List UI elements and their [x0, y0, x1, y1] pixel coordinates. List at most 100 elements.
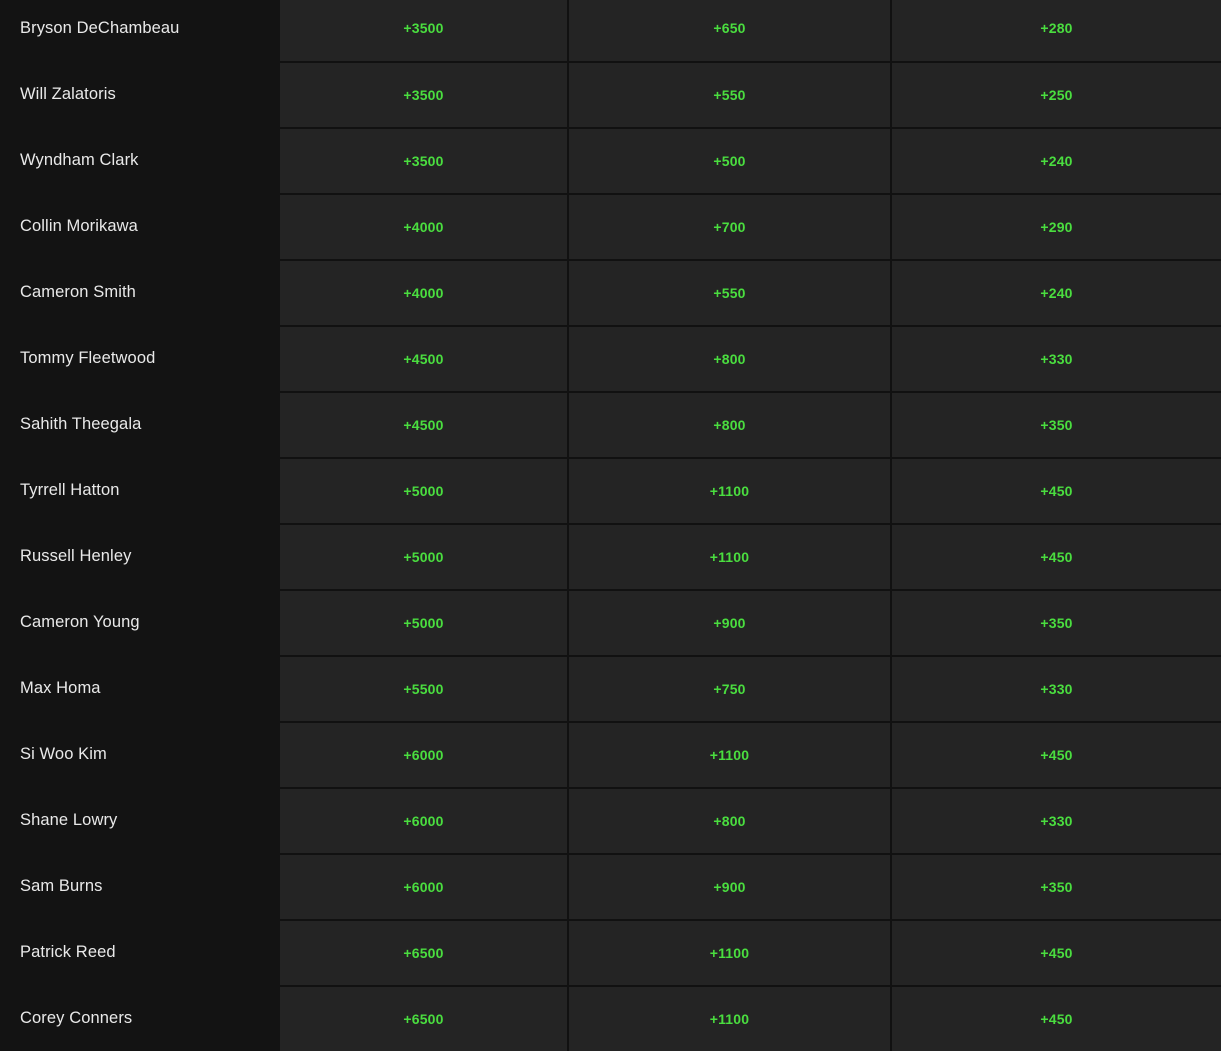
odds-value: +240 [1040, 153, 1073, 169]
odds-cell-2[interactable]: +1100 [567, 721, 890, 787]
odds-value: +280 [1040, 20, 1073, 36]
odds-cell-1[interactable]: +6000 [280, 721, 567, 787]
player-name-label: Cameron Young [20, 612, 140, 631]
odds-value: +330 [1040, 351, 1073, 367]
odds-cell-2[interactable]: +900 [567, 853, 890, 919]
odds-value: +350 [1040, 879, 1073, 895]
odds-cell-2[interactable]: +800 [567, 787, 890, 853]
odds-cell-2[interactable]: +900 [567, 589, 890, 655]
odds-value: +800 [713, 417, 746, 433]
odds-value: +5500 [403, 681, 444, 697]
player-name-label: Will Zalatoris [20, 84, 116, 103]
odds-value: +450 [1040, 1011, 1073, 1027]
odds-cell-2[interactable]: +1100 [567, 457, 890, 523]
odds-value: +6500 [403, 1011, 444, 1027]
player-name-cell: Bryson DeChambeau [0, 0, 280, 61]
odds-cell-2[interactable]: +650 [567, 0, 890, 61]
odds-value: +550 [713, 87, 746, 103]
odds-value: +6500 [403, 945, 444, 961]
player-name-label: Russell Henley [20, 546, 132, 565]
odds-cell-3[interactable]: +350 [890, 589, 1221, 655]
odds-cell-3[interactable]: +450 [890, 985, 1221, 1051]
player-name-cell: Shane Lowry [0, 787, 280, 853]
odds-cell-3[interactable]: +450 [890, 721, 1221, 787]
odds-cell-3[interactable]: +280 [890, 0, 1221, 61]
odds-value: +5000 [403, 549, 444, 565]
player-name-cell: Patrick Reed [0, 919, 280, 985]
odds-value: +450 [1040, 483, 1073, 499]
odds-value: +290 [1040, 219, 1073, 235]
odds-cell-1[interactable]: +5000 [280, 589, 567, 655]
player-name-label: Si Woo Kim [20, 744, 107, 763]
player-name-label: Sam Burns [20, 876, 103, 895]
odds-value: +4500 [403, 351, 444, 367]
odds-cell-3[interactable]: +330 [890, 655, 1221, 721]
player-name-cell: Cameron Smith [0, 259, 280, 325]
odds-cell-1[interactable]: +5000 [280, 457, 567, 523]
player-name-cell: Tommy Fleetwood [0, 325, 280, 391]
odds-value: +350 [1040, 417, 1073, 433]
odds-cell-3[interactable]: +240 [890, 259, 1221, 325]
odds-cell-2[interactable]: +550 [567, 259, 890, 325]
player-name-label: Tommy Fleetwood [20, 348, 156, 367]
odds-cell-1[interactable]: +6000 [280, 853, 567, 919]
odds-cell-1[interactable]: +3500 [280, 127, 567, 193]
odds-cell-1[interactable]: +6500 [280, 985, 567, 1051]
odds-cell-1[interactable]: +5500 [280, 655, 567, 721]
odds-cell-2[interactable]: +1100 [567, 919, 890, 985]
odds-cell-3[interactable]: +350 [890, 391, 1221, 457]
odds-value: +450 [1040, 549, 1073, 565]
odds-value: +800 [713, 351, 746, 367]
odds-cell-3[interactable]: +250 [890, 61, 1221, 127]
odds-cell-3[interactable]: +450 [890, 523, 1221, 589]
odds-cell-1[interactable]: +4000 [280, 193, 567, 259]
odds-value: +900 [713, 615, 746, 631]
odds-cell-3[interactable]: +450 [890, 457, 1221, 523]
odds-value: +1100 [709, 1011, 750, 1027]
odds-cell-1[interactable]: +3500 [280, 61, 567, 127]
odds-cell-1[interactable]: +5000 [280, 523, 567, 589]
odds-value: +1100 [709, 483, 750, 499]
odds-cell-1[interactable]: +4000 [280, 259, 567, 325]
odds-cell-2[interactable]: +750 [567, 655, 890, 721]
odds-value: +1100 [709, 747, 750, 763]
odds-value: +900 [713, 879, 746, 895]
odds-value: +4500 [403, 417, 444, 433]
player-name-label: Wyndham Clark [20, 150, 139, 169]
odds-cell-3[interactable]: +450 [890, 919, 1221, 985]
odds-cell-2[interactable]: +500 [567, 127, 890, 193]
odds-cell-3[interactable]: +330 [890, 325, 1221, 391]
odds-value: +4000 [403, 285, 444, 301]
player-name-label: Corey Conners [20, 1008, 133, 1027]
player-name-cell: Corey Conners [0, 985, 280, 1051]
odds-cell-3[interactable]: +350 [890, 853, 1221, 919]
odds-cell-1[interactable]: +6500 [280, 919, 567, 985]
odds-cell-2[interactable]: +1100 [567, 523, 890, 589]
odds-cell-2[interactable]: +550 [567, 61, 890, 127]
odds-value: +330 [1040, 681, 1073, 697]
odds-value: +5000 [403, 483, 444, 499]
odds-cell-2[interactable]: +1100 [567, 985, 890, 1051]
odds-value: +6000 [403, 747, 444, 763]
odds-cell-2[interactable]: +800 [567, 325, 890, 391]
odds-value: +330 [1040, 813, 1073, 829]
odds-value: +750 [713, 681, 746, 697]
player-name-label: Collin Morikawa [20, 216, 138, 235]
odds-cell-2[interactable]: +800 [567, 391, 890, 457]
odds-cell-3[interactable]: +330 [890, 787, 1221, 853]
odds-value: +250 [1040, 87, 1073, 103]
odds-value: +3500 [403, 20, 444, 36]
odds-cell-1[interactable]: +4500 [280, 325, 567, 391]
odds-cell-1[interactable]: +6000 [280, 787, 567, 853]
odds-cell-3[interactable]: +240 [890, 127, 1221, 193]
odds-cell-3[interactable]: +290 [890, 193, 1221, 259]
player-name-cell: Collin Morikawa [0, 193, 280, 259]
odds-value: +6000 [403, 813, 444, 829]
odds-cell-1[interactable]: +3500 [280, 0, 567, 61]
odds-value: +1100 [709, 549, 750, 565]
odds-cell-1[interactable]: +4500 [280, 391, 567, 457]
odds-cell-2[interactable]: +700 [567, 193, 890, 259]
player-name-label: Bryson DeChambeau [20, 18, 180, 37]
